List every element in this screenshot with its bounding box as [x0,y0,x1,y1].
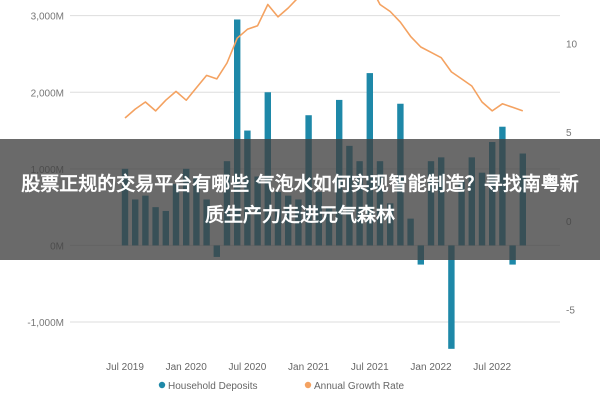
chart-legend: Household Deposits Annual Growth Rate [158,381,404,392]
x-axis-ticks: Jul 2019 Jan 2020 Jul 2020 Jan 2021 Jul 2021… [106,362,511,373]
headline-banner [0,139,600,260]
right-tick-label: 10 [566,39,578,50]
right-tick-label: 5 [566,128,572,139]
left-tick-label: 2,000M [31,88,64,99]
x-tick-label: Jan 2021 [288,362,330,373]
x-tick-label: Jul 2019 [106,362,144,373]
legend-marker-annual-growth-rate [304,381,312,389]
legend-label-annual-growth-rate: Annual Growth Rate [314,381,404,392]
legend-marker-household-deposits [158,381,166,389]
growth-rate-line [124,0,524,119]
deposit-bar [448,245,455,349]
headline-text: 股票正规的交易平台有哪些 气泡水如何实现智能制造？寻找南粤新质生产力走进元气森林 [21,173,579,226]
right-tick-label: -5 [566,306,575,317]
deposit-bar [234,19,241,246]
x-tick-label: Jul 2020 [228,362,266,373]
x-tick-label: Jan 2020 [166,362,208,373]
x-tick-label: Jan 2022 [410,362,452,373]
x-tick-label: Jul 2022 [473,362,511,373]
legend-label-household-deposits: Household Deposits [168,381,258,392]
left-tick-label: 3,000M [31,12,64,23]
x-tick-label: Jul 2021 [351,362,389,373]
growth-line [124,0,524,119]
left-tick-label: -1,000M [27,318,64,329]
